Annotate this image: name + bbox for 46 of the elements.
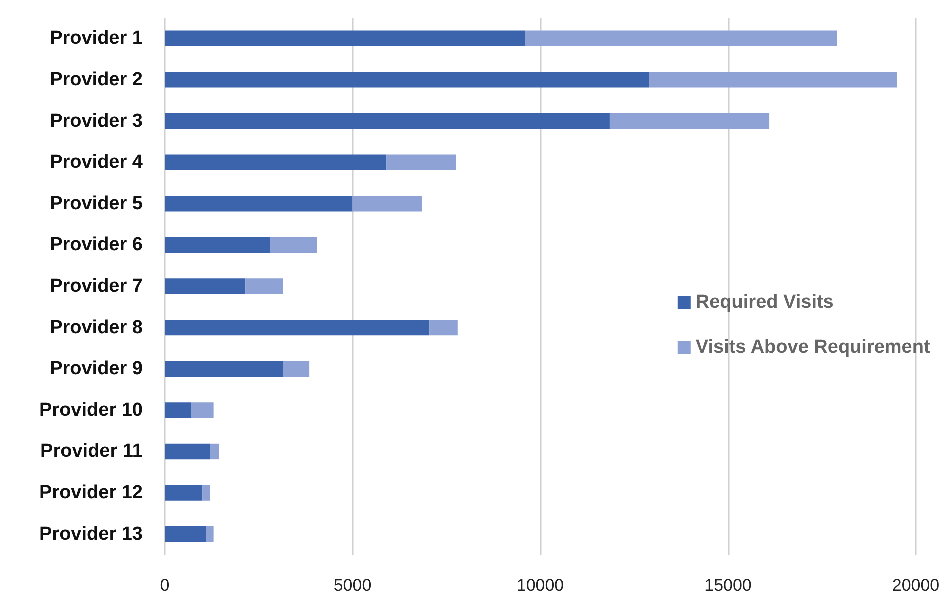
bar	[165, 196, 353, 212]
bar	[165, 237, 270, 254]
bar	[165, 320, 430, 336]
y-tick-label: Provider 11	[40, 441, 144, 462]
bar	[210, 444, 220, 460]
bar	[386, 154, 456, 170]
bar	[165, 72, 650, 88]
bar	[525, 30, 838, 46]
bar	[165, 30, 526, 46]
legend-label: Required Visits	[696, 292, 834, 313]
x-tick-label: 20000	[892, 576, 940, 595]
x-tick-label: 0	[160, 576, 170, 595]
bar	[165, 485, 203, 501]
y-tick-label: Provider 1	[50, 28, 144, 50]
bar	[246, 278, 284, 294]
y-tick-label: Provider 8	[50, 317, 143, 338]
y-tick-label: Provider 5	[50, 193, 144, 214]
bar	[430, 320, 458, 336]
y-tick-label: Provider 10	[40, 400, 143, 421]
bar	[165, 154, 387, 170]
bar	[165, 113, 610, 130]
x-tick-label: 5000	[334, 576, 372, 595]
x-tick-label: 10000	[516, 576, 564, 595]
bar	[610, 113, 770, 130]
y-tick-label: Provider 9	[50, 358, 143, 380]
bar	[165, 526, 206, 542]
bar	[352, 196, 422, 212]
x-tick-label: 15000	[704, 576, 752, 595]
y-tick-label: Provider 12	[40, 482, 143, 504]
y-tick-label: Provider 4	[50, 152, 144, 174]
bar	[165, 444, 210, 460]
y-tick-label: Provider 6	[50, 234, 143, 256]
bar	[270, 237, 318, 254]
y-tick-label: Provider 7	[50, 276, 143, 297]
bar	[165, 402, 192, 418]
y-tick-label: Provider 3	[50, 110, 143, 132]
y-tick-label: Provider 13	[40, 524, 143, 545]
bar	[165, 278, 246, 294]
bar	[649, 72, 898, 88]
bar	[165, 361, 284, 377]
bar	[206, 526, 214, 542]
bar	[283, 361, 310, 377]
legend-label: Visits Above Requirement	[696, 337, 931, 358]
y-tick-label: Provider 2	[50, 69, 143, 90]
bar	[202, 485, 210, 501]
bar	[191, 402, 214, 418]
